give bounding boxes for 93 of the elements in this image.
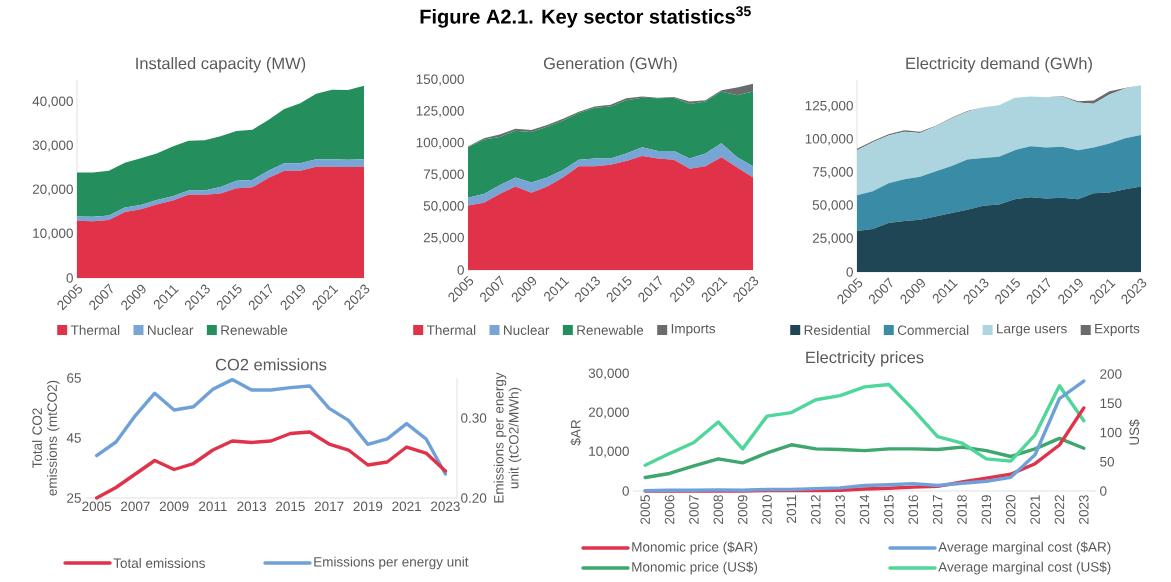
text: Figure A2.1. Key sector statistics$^{35}$ — [420, 6, 751, 28]
line-series — [643, 379, 1086, 493]
x-tick-label: 2005 — [640, 495, 650, 524]
x-tick-label: 2017 — [932, 495, 943, 524]
legend-label: Renewable — [221, 325, 288, 335]
y-tick-label: 0 — [457, 265, 464, 275]
legend-label: Nuclear — [504, 325, 550, 335]
x-tick-label: 2009 — [737, 495, 748, 524]
y2-axis-title: US$ — [1128, 419, 1140, 445]
x-tick-label: 2012 — [810, 495, 821, 524]
chart-title: Electricity prices — [806, 351, 924, 367]
y-tick-label: 0 — [622, 486, 629, 496]
x-tick-label: 2007 — [689, 495, 699, 524]
legend-label: Renewable — [577, 325, 644, 335]
x-tick-label: 2013 — [835, 495, 845, 524]
y2-axis-title: Emissions per energy unit (tCO2/MWh) — [493, 372, 522, 503]
x-tick-label: 2015 — [884, 495, 894, 524]
legend-label: Monomic price ($AR) — [632, 541, 758, 555]
x-tick-label: 2022 — [1054, 495, 1065, 524]
x-tick-label: 2023 — [431, 501, 460, 512]
legend-label: Large users — [997, 323, 1067, 337]
y-tick-label: 100,000 — [416, 137, 464, 149]
x-tick-label: 2013 — [237, 501, 267, 512]
line-series — [643, 382, 1086, 467]
legend-label: Commercial — [897, 325, 969, 335]
y2-tick-label: 200 — [1100, 369, 1122, 379]
x-tick-label: 2007 — [121, 501, 150, 512]
y-tick-label: 10,000 — [589, 446, 629, 458]
x-tick-label: 2011 — [786, 495, 797, 523]
x-tick-label: 2019 — [353, 501, 383, 512]
legend-label: Average marginal cost ($AR) — [938, 541, 1111, 555]
x-tick-label: 2005 — [82, 501, 112, 512]
y-axis-title: Total CO2 emissions (mtCO2) — [32, 380, 60, 496]
y-tick-label: 20,000 — [588, 407, 629, 419]
y-tick-label: 75,000 — [812, 167, 853, 179]
x-tick-label: 2017 — [314, 501, 344, 512]
x-tick-label: 2018 — [957, 495, 967, 524]
x-tick-label: 2021 — [1030, 495, 1040, 524]
x-tick-label: 2015 — [276, 501, 305, 512]
y-tick-label: 30,000 — [32, 140, 73, 152]
y-tick-label: 65 — [67, 373, 81, 383]
line-series — [643, 436, 1086, 480]
legend-label: Thermal — [70, 325, 120, 335]
y2-tick-label: 0.30 — [461, 413, 487, 423]
legend-label: Thermal — [426, 325, 476, 335]
x-tick-label: 2011 — [199, 501, 227, 512]
y-tick-label: 10,000 — [33, 228, 73, 240]
x-tick-label: 2009 — [159, 501, 189, 512]
y2-tick-label: 0 — [1100, 486, 1107, 496]
y2-tick-label: 100 — [1100, 427, 1122, 438]
x-tick-label: 2023 — [1079, 495, 1089, 524]
legend-label: Total emissions — [113, 558, 205, 568]
legend-label: Nuclear — [148, 325, 194, 335]
legend-label: Average marginal cost (US$) — [938, 561, 1111, 575]
legend-label: Monomic price (US$) — [632, 561, 758, 575]
x-tick-label: 2008 — [713, 495, 724, 524]
chart-title: Generation (GWh) — [543, 57, 677, 73]
y-tick-label: 25,000 — [812, 233, 853, 245]
y-tick-label: 0 — [846, 267, 853, 277]
x-tick-label: 2014 — [859, 494, 870, 524]
y-tick-label: 50,000 — [423, 201, 464, 213]
y-axis-title: $AR — [570, 419, 582, 446]
x-tick-label: 2006 — [664, 495, 675, 524]
x-tick-label: 2019 — [981, 495, 992, 524]
line-series — [94, 430, 448, 500]
y-tick-label: 150,000 — [416, 74, 464, 86]
legend-label: Exports — [1095, 323, 1140, 337]
chart-title: CO2 emissions — [215, 358, 327, 371]
x-tick-label: 2010 — [762, 495, 772, 524]
y-tick-label: 20,000 — [32, 184, 73, 196]
legend-label: Residential — [804, 325, 870, 335]
y-tick-label: 50,000 — [812, 200, 853, 212]
legend-label: Imports — [671, 323, 716, 337]
legend-label: Emissions per energy unit — [314, 556, 469, 570]
y-tick-label: 25,000 — [423, 232, 464, 244]
y2-tick-label: 0.20 — [461, 493, 487, 503]
x-tick-label: 2020 — [1005, 495, 1016, 524]
y-tick-label: 45 — [66, 433, 81, 443]
y-tick-label: 125,000 — [805, 100, 853, 113]
y-tick-label: 75,000 — [423, 169, 464, 181]
y-tick-label: 0 — [66, 273, 73, 283]
x-tick-label: 2016 — [908, 495, 919, 524]
line-series — [94, 377, 448, 476]
y-tick-label: 100,000 — [805, 134, 853, 146]
chart-title: Installed capacity (MW) — [136, 57, 306, 73]
y-tick-label: 25 — [67, 493, 81, 503]
y2-tick-label: 50 — [1100, 456, 1115, 467]
x-tick-label: 2021 — [392, 501, 421, 512]
y2-tick-label: 150 — [1100, 398, 1122, 409]
y-tick-label: 125,000 — [416, 106, 464, 118]
chart-title: Electricity demand (GWh) — [906, 57, 1092, 73]
y-tick-label: 30,000 — [588, 368, 629, 380]
y-tick-label: 40,000 — [32, 96, 73, 108]
